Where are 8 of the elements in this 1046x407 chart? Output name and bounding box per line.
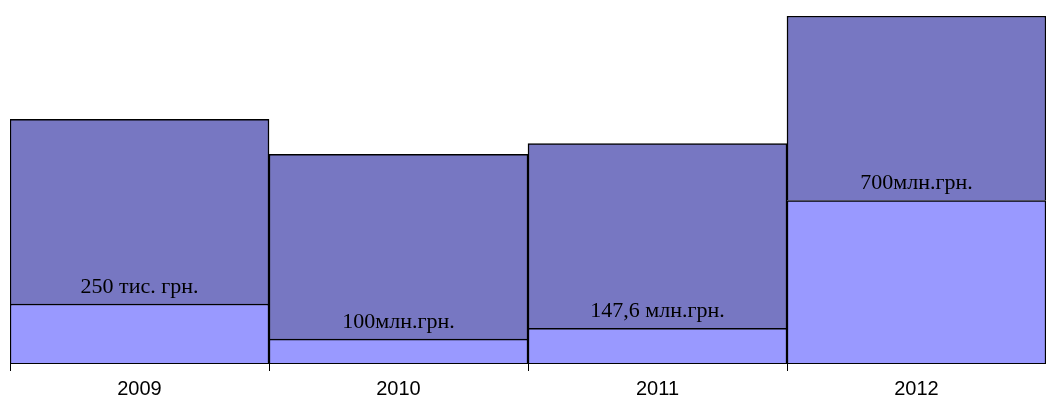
x-tick-label: 2010: [376, 376, 421, 399]
annotation: 700млн.грн.: [860, 169, 973, 195]
annotation: 100млн.грн.: [342, 307, 455, 333]
x-tick-label: 2009: [117, 376, 162, 399]
x-tick-label: 2012: [894, 376, 939, 399]
annotation: 147,6 млн.грн.: [590, 297, 725, 323]
annotation: 250 тис. грн.: [80, 272, 199, 298]
x-tick-label: 2011: [635, 376, 680, 399]
